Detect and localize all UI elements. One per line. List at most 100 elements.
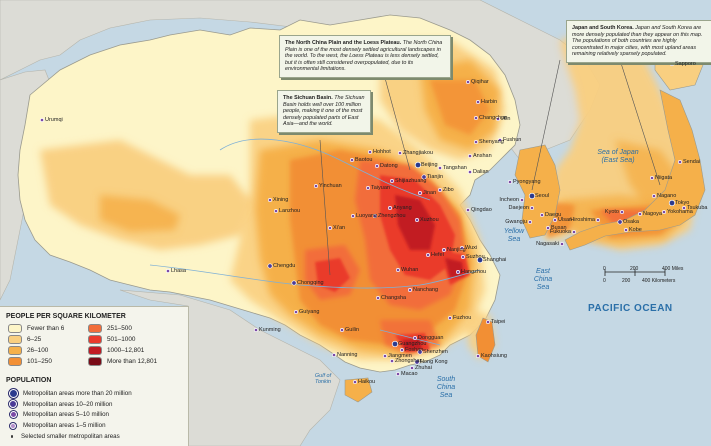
callout-japan-korea-body: Japan and South Korea are more densely p… (572, 25, 703, 58)
callout-sichuan-body: The Sichuan Basin holds well over 100 mi… (283, 95, 365, 128)
scale-bar (604, 269, 666, 276)
city-marker (391, 340, 399, 348)
city-label: Yokohama (667, 208, 693, 215)
city-marker (677, 160, 682, 165)
city-label: Guiyang (299, 308, 320, 315)
callout-north-china: The North China Plain and the Loess Plat… (279, 35, 451, 78)
city-label: Nagasaki (536, 240, 559, 247)
population-label: Metropolitan areas more than 20 million (23, 390, 132, 397)
city-label: Suzhou (466, 253, 485, 260)
city-marker (519, 198, 524, 203)
population-legend-item: Metropolitan areas 1–5 million (8, 422, 106, 429)
city-marker (254, 328, 259, 333)
city-marker (415, 218, 420, 223)
city-label: Tangshan (443, 164, 467, 171)
city-label: Xi'an (333, 224, 346, 231)
city-marker (617, 219, 623, 225)
city-marker (426, 253, 431, 258)
city-label: Baotou (355, 156, 373, 163)
city-marker (651, 194, 656, 199)
city-label: Daejeon (508, 204, 530, 211)
city-marker (681, 206, 686, 211)
city-label: Zhangjiakou (403, 149, 433, 156)
city-label: Zhongshan (395, 357, 423, 364)
city-marker (545, 226, 550, 231)
city-label: Shenzhen (423, 348, 448, 355)
city-marker (508, 180, 513, 185)
city-label: Hong Kong (420, 358, 448, 365)
city-label: Kobe (629, 226, 642, 233)
population-label: Metropolitan areas 5–10 million (23, 411, 109, 418)
city-marker (390, 359, 395, 364)
city-label: Dongguan (418, 334, 444, 341)
city-label: Shanghai (483, 256, 507, 263)
city-label: Hohhot (373, 148, 391, 155)
callout-leaders (319, 59, 661, 276)
city-marker (476, 99, 481, 104)
city-label: Foshan (405, 346, 424, 353)
city-label: Hiroshima (570, 216, 595, 223)
city-label: Jilin (501, 115, 511, 122)
density-swatch (88, 335, 102, 344)
city-marker (376, 296, 381, 301)
city-marker (476, 256, 484, 264)
city-label: Niigata (655, 174, 673, 181)
city-label: Anshan (473, 152, 492, 159)
city-label: Ulsan (558, 216, 573, 223)
city-label: Macao (401, 370, 418, 377)
city-marker (498, 138, 503, 143)
city-marker (383, 354, 388, 359)
city-marker (637, 212, 642, 217)
callout-japan-korea: Japan and South Korea. Japan and South K… (566, 20, 711, 63)
city-label: Gwangju (505, 218, 527, 225)
city-label: Jinan (423, 189, 437, 196)
legend: PEOPLE PER SQUARE KILOMETER Fewer than 6… (0, 306, 189, 446)
population-legend-item: Metropolitan areas more than 20 million (8, 389, 132, 398)
city-marker (468, 170, 473, 175)
scale-mi-400: 400 Miles (662, 266, 684, 272)
city-marker (294, 310, 299, 315)
city-marker (466, 79, 471, 84)
density-legend-item: 1000–12,801 (88, 346, 144, 355)
density-layer-1000-12801 (395, 195, 464, 350)
city-marker (461, 255, 466, 260)
city-marker (527, 220, 532, 225)
city-marker (438, 166, 443, 171)
city-marker (571, 230, 576, 235)
city-label: Nanchang (413, 286, 439, 293)
population-label: Metropolitan areas 1–5 million (23, 422, 106, 429)
city-label: Lanzhou (279, 207, 301, 214)
city-label: Nagano (657, 192, 677, 199)
density-legend-item: More than 12,801 (88, 357, 157, 366)
city-marker (552, 218, 557, 223)
density-legend-item: Fewer than 6 (8, 324, 64, 333)
city-marker (414, 161, 422, 169)
city-marker (661, 210, 666, 215)
density-legend-item: 26–100 (8, 346, 48, 355)
scale-km-400: 400 Kilometers (642, 278, 676, 284)
city-marker (496, 116, 501, 121)
city-marker (340, 328, 345, 333)
callout-north-china-title: The North China Plain and the Loess Plat… (285, 40, 402, 46)
density-legend-title: PEOPLE PER SQUARE KILOMETER (6, 313, 126, 320)
city-label: Wuhan (401, 266, 419, 273)
city-marker (350, 158, 355, 163)
density-swatch (8, 357, 22, 366)
city-label: Tianjin (427, 173, 443, 180)
city-marker (351, 214, 356, 219)
city-marker (408, 288, 413, 293)
city-marker (268, 198, 273, 203)
city-label: Qingdao (471, 206, 492, 213)
city-label: Luoyang (356, 212, 378, 219)
population-label: Selected smaller metropolitan areas (21, 433, 120, 440)
city-marker (528, 192, 536, 200)
city-marker (486, 320, 491, 325)
callout-sichuan-title: The Sichuan Basin. (283, 95, 333, 101)
city-label: Qiqihar (471, 78, 489, 85)
city-label: Daegu (545, 211, 562, 218)
city-marker (476, 354, 481, 359)
city-label: Pyongyang (513, 178, 541, 185)
city-label: Yinchuan (319, 182, 342, 189)
city-label: Beijing (421, 161, 438, 168)
